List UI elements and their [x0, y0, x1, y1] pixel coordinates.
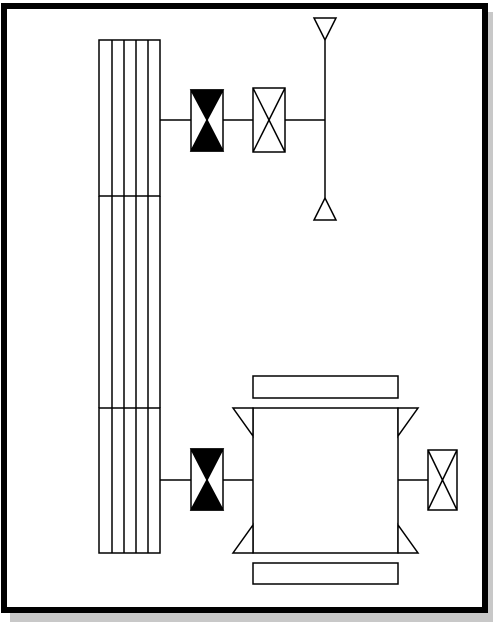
belt-drive [98, 39, 161, 554]
upper-bearing-open [252, 87, 286, 153]
motor-top-plate [252, 375, 399, 399]
upper-bearing-filled [189, 89, 225, 152]
motor-wedge-top-right [397, 407, 420, 439]
schematic-lines [98, 17, 458, 585]
upper-pulley [98, 39, 161, 197]
motor-housing [231, 375, 420, 585]
lower-pulley [98, 407, 161, 554]
motor-wedge-bottom-right [397, 522, 420, 554]
lower-bearing-filled [189, 448, 225, 511]
frame-border [1, 3, 488, 613]
motor-body [252, 407, 399, 554]
upper-shaft [160, 17, 338, 221]
lower-shaft [160, 375, 458, 585]
belt-strands [98, 196, 161, 408]
upper-shaft-tee [312, 17, 338, 221]
motor-wedge-top-left [231, 407, 254, 439]
frame [1, 3, 493, 622]
motor-bottom-plate [252, 562, 399, 585]
motor-wedge-bottom-left [231, 522, 254, 554]
motor-end-bearing-open [427, 449, 458, 511]
